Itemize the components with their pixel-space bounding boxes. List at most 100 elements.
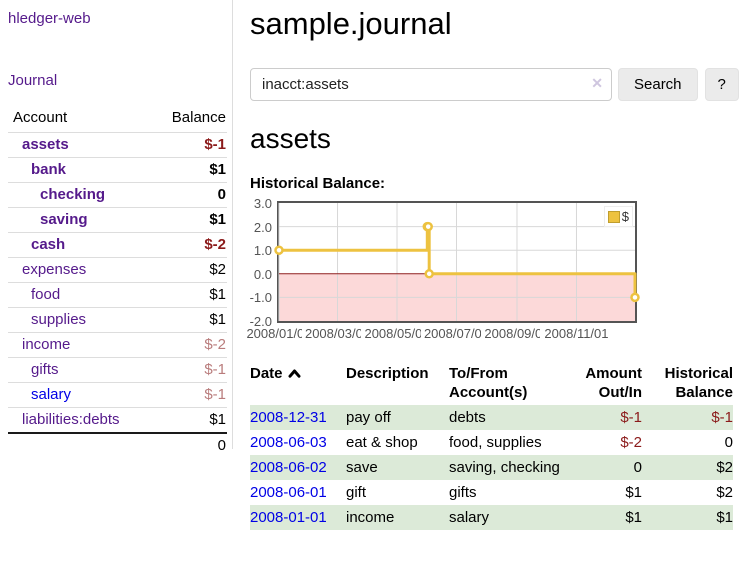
sidebar: hledger-web Journal Account Balance asse… xyxy=(0,0,233,458)
account-balance: $-1 xyxy=(150,132,227,158)
transaction-accounts: saving, checking xyxy=(449,459,560,476)
account-balance: $2 xyxy=(150,257,227,283)
transaction-date-link[interactable]: 2008-06-03 xyxy=(250,434,327,451)
account-balance: 0 xyxy=(150,182,227,208)
data-point-marker xyxy=(274,245,284,255)
account-link[interactable]: saving xyxy=(40,211,88,228)
account-balance: $-2 xyxy=(150,232,227,258)
transaction-description: pay off xyxy=(346,409,391,426)
account-link[interactable]: food xyxy=(31,286,61,303)
transaction-balance: $2 xyxy=(716,484,733,501)
account-heading: assets xyxy=(250,123,331,154)
transaction-amount: $1 xyxy=(625,509,642,526)
help-button[interactable]: ? xyxy=(704,68,739,101)
app-window: hledger-web Journal Account Balance asse… xyxy=(0,0,742,530)
account-row: income $-2 xyxy=(8,332,227,358)
x-axis-tick-label: 2008/05/01 xyxy=(361,326,434,341)
account-row: food $1 xyxy=(8,282,227,308)
account-link[interactable]: gifts xyxy=(31,361,59,378)
register-header-amount[interactable]: Amount Out/In xyxy=(585,365,642,401)
account-link[interactable]: salary xyxy=(31,386,72,403)
transaction-balance: $1 xyxy=(716,509,733,526)
transaction-accounts: debts xyxy=(449,409,486,426)
account-row: expenses $2 xyxy=(8,257,227,283)
search-bar: ✕ Search ? xyxy=(250,68,742,101)
app-title-link[interactable]: hledger-web xyxy=(8,10,91,27)
chart-canvas xyxy=(274,203,640,321)
transaction-amount: $-1 xyxy=(620,409,642,426)
account-balance: $1 xyxy=(150,307,227,333)
accounts-total-balance: 0 xyxy=(150,432,227,458)
y-axis-tick-label: -2.0 xyxy=(249,314,272,329)
y-axis-tick-label: 1.0 xyxy=(253,243,272,259)
transaction-date-link[interactable]: 2008-06-02 xyxy=(250,459,327,476)
register-row: 2008-06-01 gift gifts $1 $2 xyxy=(250,480,733,505)
main-content: sample.journal ✕ Search ? assets Histori… xyxy=(233,0,742,530)
account-row: checking 0 xyxy=(8,182,227,208)
y-axis-tick-label: 2.0 xyxy=(253,219,272,235)
search-box: ✕ xyxy=(250,68,612,101)
transaction-date-link[interactable]: 2008-06-01 xyxy=(250,484,327,501)
register-row: 2008-01-01 income salary $1 $1 xyxy=(250,505,733,530)
chart-legend: $ xyxy=(603,206,633,227)
account-link[interactable]: cash xyxy=(31,236,66,253)
data-point-marker xyxy=(424,269,434,279)
account-row: liabilities:debts $1 xyxy=(8,407,227,433)
transaction-amount: 0 xyxy=(633,459,642,476)
y-axis-tick-label: 0.0 xyxy=(253,266,272,282)
transaction-balance: $-1 xyxy=(711,409,733,426)
page-title: sample.journal xyxy=(250,6,452,41)
register-row: 2008-06-02 save saving, checking 0 $2 xyxy=(250,455,733,480)
register-row: 2008-12-31 pay off debts $-1 $-1 xyxy=(250,405,733,430)
account-link[interactable]: liabilities:debts xyxy=(22,411,120,428)
account-row: assets $-1 xyxy=(8,132,227,158)
data-point-marker xyxy=(630,292,640,303)
account-link[interactable]: bank xyxy=(31,161,67,178)
clear-search-icon[interactable]: ✕ xyxy=(591,75,603,91)
accounts-header-balance: Balance xyxy=(171,109,226,126)
register-header-description[interactable]: Description xyxy=(346,365,429,382)
transaction-description: eat & shop xyxy=(346,434,418,451)
account-link[interactable]: assets xyxy=(22,136,69,153)
account-link[interactable]: checking xyxy=(40,186,106,203)
transaction-date-link[interactable]: 2008-12-31 xyxy=(250,409,327,426)
register-header-accounts[interactable]: To/From Account(s) xyxy=(449,365,528,401)
y-axis-tick-label: 3.0 xyxy=(253,196,272,211)
account-row: gifts $-1 xyxy=(8,357,227,383)
sort-ascending-icon xyxy=(288,369,301,378)
account-balance: $-1 xyxy=(150,357,227,383)
register-row: 2008-06-03 eat & shop food, supplies $-2 0 xyxy=(250,430,733,455)
accounts-table: Account Balance assets $-1 bank $1 checking 0… xyxy=(8,105,227,458)
register-header-date[interactable]: Date xyxy=(250,361,346,405)
transaction-description: save xyxy=(346,459,378,476)
transaction-accounts: gifts xyxy=(449,484,477,501)
x-axis-tick-label: 2008/09/01 xyxy=(480,326,553,341)
transaction-description: income xyxy=(346,509,395,526)
account-link[interactable]: supplies xyxy=(31,311,87,328)
register-header-balance[interactable]: Historical Balance xyxy=(664,365,733,401)
chart-title: Historical Balance: xyxy=(250,175,386,192)
accounts-table-header: Account Balance xyxy=(8,105,227,133)
x-axis-tick-label: 2008/01/01 xyxy=(243,326,315,341)
account-link[interactable]: expenses xyxy=(22,261,87,278)
account-balance: $1 xyxy=(150,407,227,433)
account-link[interactable]: income xyxy=(22,336,71,353)
account-balance: $-1 xyxy=(150,382,227,408)
transaction-balance: $2 xyxy=(716,459,733,476)
search-button[interactable]: Search xyxy=(618,68,698,101)
account-balance: $1 xyxy=(150,282,227,308)
account-row: salary $-1 xyxy=(8,382,227,408)
account-balance: $1 xyxy=(150,207,227,233)
accounts-total-row: 0 xyxy=(8,432,227,458)
data-point-marker xyxy=(423,221,433,232)
historical-balance-chart: $ 3.0 2.0 1.0 0.0 -1.0 -2.0 2008/01/01 2008/03/… xyxy=(243,196,640,341)
sidebar-item-journal[interactable]: Journal xyxy=(8,72,58,89)
transaction-date-link[interactable]: 2008-01-01 xyxy=(250,509,327,526)
y-axis-tick-label: -1.0 xyxy=(249,290,272,306)
register-table-header: Date Description To/From Account(s) Amou… xyxy=(250,361,733,405)
search-input[interactable] xyxy=(250,68,612,101)
transaction-amount: $1 xyxy=(625,484,642,501)
transaction-accounts: salary xyxy=(449,509,490,526)
transaction-balance: 0 xyxy=(724,434,733,451)
x-axis-tick-label: 2008/11/01 xyxy=(540,326,613,341)
